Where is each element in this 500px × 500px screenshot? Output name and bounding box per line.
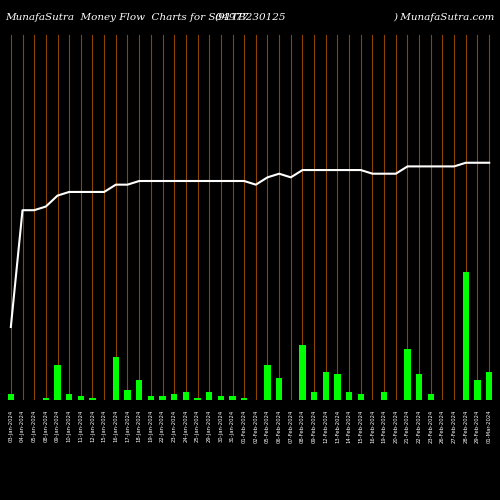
Text: MunafaSutra  Money Flow  Charts for S04977: MunafaSutra Money Flow Charts for S04977 xyxy=(5,12,248,22)
Bar xyxy=(31,400,38,415)
Bar xyxy=(440,400,446,406)
Bar xyxy=(462,272,469,400)
Bar xyxy=(20,400,26,402)
Bar xyxy=(124,390,130,400)
Bar xyxy=(194,398,200,400)
Text: (91TB230125: (91TB230125 xyxy=(214,12,286,22)
Bar xyxy=(252,400,259,412)
Bar xyxy=(78,396,84,400)
Bar xyxy=(404,349,410,400)
Bar xyxy=(322,372,329,400)
Bar xyxy=(171,394,177,400)
Bar xyxy=(230,396,235,400)
Bar xyxy=(160,396,166,400)
Bar xyxy=(206,392,212,400)
Bar xyxy=(358,394,364,400)
Bar xyxy=(66,394,72,400)
Bar xyxy=(334,374,340,400)
Bar xyxy=(182,392,189,400)
Bar xyxy=(136,380,142,400)
Bar xyxy=(8,394,14,400)
Bar xyxy=(428,394,434,400)
Bar xyxy=(42,398,49,400)
Bar xyxy=(241,398,248,400)
Bar xyxy=(311,392,318,400)
Bar xyxy=(90,398,96,400)
Bar xyxy=(300,345,306,400)
Bar xyxy=(288,400,294,404)
Bar xyxy=(276,378,282,400)
Bar xyxy=(474,380,480,400)
Bar xyxy=(346,392,352,400)
Bar xyxy=(451,400,458,415)
Bar xyxy=(486,372,492,400)
Bar xyxy=(101,400,107,402)
Text: ) MunafaSutra.com: ) MunafaSutra.com xyxy=(394,12,495,22)
Bar xyxy=(54,364,60,400)
Bar xyxy=(416,374,422,400)
Bar xyxy=(218,396,224,400)
Bar xyxy=(264,364,270,400)
Bar xyxy=(392,400,399,415)
Bar xyxy=(148,396,154,400)
Bar xyxy=(112,357,119,400)
Bar xyxy=(370,400,376,412)
Bar xyxy=(381,392,388,400)
